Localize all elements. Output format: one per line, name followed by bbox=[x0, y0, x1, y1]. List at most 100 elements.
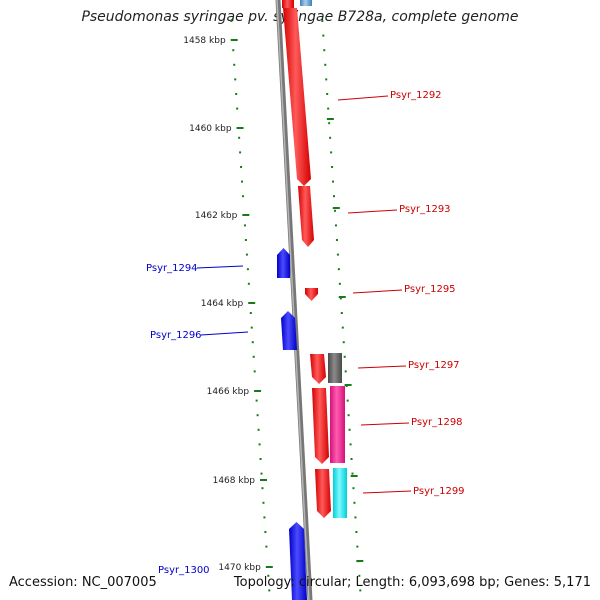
ruler-major-tick bbox=[254, 390, 262, 392]
guide-dot bbox=[327, 107, 330, 110]
gene-label-psyr-1295: Psyr_1295 bbox=[404, 284, 456, 295]
ruler-major-tick bbox=[260, 479, 267, 481]
guide-dot bbox=[354, 516, 357, 519]
gene-psyr1299-cyan bbox=[333, 468, 347, 518]
ruler-dot bbox=[257, 428, 260, 431]
ruler-dot bbox=[239, 151, 242, 154]
guide-dot bbox=[347, 414, 350, 417]
guide-dot bbox=[326, 93, 329, 95]
gene-label-psyr-1296: Psyr_1296 bbox=[150, 330, 202, 341]
backbone-highlight bbox=[276, 0, 310, 600]
gene-label-psyr-1297: Psyr_1297 bbox=[408, 360, 460, 371]
gene-leader-line bbox=[357, 365, 407, 369]
gene-leader-line bbox=[196, 265, 244, 269]
guide-dot bbox=[330, 151, 333, 154]
guide-dot bbox=[350, 458, 353, 460]
ruler-major-tick bbox=[265, 566, 273, 568]
ruler-dot bbox=[249, 312, 252, 314]
gene-leader-line bbox=[200, 331, 249, 336]
guide-dot bbox=[355, 531, 358, 533]
guide-dot bbox=[324, 63, 327, 66]
guide-dot bbox=[325, 78, 328, 81]
ruler-tick-label: 1468 kbp bbox=[213, 476, 256, 486]
guide-dot bbox=[359, 589, 362, 592]
gene-upstream-top bbox=[282, 0, 294, 8]
ruler-dot bbox=[234, 78, 237, 81]
ruler-dot bbox=[263, 516, 266, 519]
ruler-dot bbox=[241, 180, 244, 183]
ruler-tick-label: 1464 kbp bbox=[201, 299, 244, 309]
guide-dot bbox=[356, 545, 359, 548]
ruler-dot bbox=[238, 136, 241, 139]
guide-dot bbox=[346, 399, 349, 402]
ruler-tick-label: 1462 kbp bbox=[195, 211, 238, 221]
ruler-dot bbox=[253, 370, 256, 373]
ruler-dot bbox=[233, 63, 236, 66]
ruler-tick-label: 1458 kbp bbox=[183, 36, 226, 46]
ruler-major-tick bbox=[248, 302, 256, 304]
guide-dot bbox=[344, 370, 347, 373]
gene-psyr1295 bbox=[305, 288, 318, 301]
guide-dot bbox=[335, 239, 338, 241]
guide-dot bbox=[329, 136, 332, 139]
gene-leader-line bbox=[347, 209, 398, 214]
ruler-dot bbox=[232, 49, 235, 52]
gene-psyr1300 bbox=[289, 522, 307, 600]
guide-dot bbox=[336, 253, 339, 256]
gene-leader-line bbox=[352, 289, 403, 294]
guide-dot bbox=[323, 49, 326, 52]
guide-dot bbox=[339, 297, 342, 300]
gene-psyr1297 bbox=[310, 354, 326, 384]
guide-dot bbox=[341, 326, 344, 329]
guide-dot bbox=[353, 501, 356, 504]
gene-label-psyr-1294: Psyr_1294 bbox=[146, 263, 198, 274]
guide-major-tick bbox=[332, 207, 340, 209]
guide-major-tick bbox=[356, 560, 364, 562]
ruler-tick-label: 1460 kbp bbox=[189, 124, 232, 134]
guide-dot bbox=[337, 268, 340, 271]
ruler-dot bbox=[261, 487, 264, 490]
ruler-dot bbox=[256, 414, 259, 417]
ruler-dot bbox=[258, 443, 261, 446]
gene-psyr1294 bbox=[277, 248, 290, 278]
ruler-dot bbox=[240, 166, 243, 168]
ruler-major-tick bbox=[242, 214, 250, 216]
ruler-dot bbox=[236, 107, 239, 110]
guide-dot bbox=[338, 282, 341, 285]
guide-major-tick bbox=[338, 296, 346, 298]
guide-dot bbox=[352, 487, 355, 490]
gene-leader-line bbox=[360, 422, 410, 426]
gene-label-psyr-1300: Psyr_1300 bbox=[158, 565, 210, 576]
guide-dot bbox=[333, 195, 336, 198]
ruler-dot bbox=[260, 472, 263, 475]
gene-psyr1298-pink bbox=[330, 386, 345, 463]
ruler-major-tick bbox=[230, 39, 238, 41]
ruler-dot bbox=[265, 545, 268, 548]
ruler-dot bbox=[252, 355, 255, 358]
ruler-tick-label: 1466 kbp bbox=[207, 387, 250, 397]
gene-leader-line bbox=[337, 95, 389, 101]
guide-dot bbox=[334, 224, 337, 227]
ruler-major-tick bbox=[236, 127, 244, 129]
guide-dot bbox=[342, 341, 345, 344]
backbone-line bbox=[275, 0, 313, 600]
genome-summary: Topology: circular; Length: 6,093,698 bp… bbox=[233, 575, 591, 590]
gene-label-psyr-1299: Psyr_1299 bbox=[413, 486, 465, 497]
gene-psyr1296 bbox=[281, 311, 297, 350]
gene-leader-line bbox=[362, 490, 412, 494]
guide-major-tick bbox=[326, 118, 334, 120]
ruler-dot bbox=[267, 574, 270, 577]
ruler-dot bbox=[247, 282, 250, 285]
gene-label-psyr-1292: Psyr_1292 bbox=[390, 90, 442, 101]
guide-dot bbox=[333, 209, 336, 212]
ruler-dot bbox=[230, 20, 233, 22]
guide-dot bbox=[343, 355, 346, 358]
guide-dot bbox=[332, 180, 335, 183]
guide-major-tick bbox=[350, 475, 358, 477]
ruler-dot bbox=[244, 239, 247, 241]
gene-upstream-top-light bbox=[300, 0, 312, 6]
ruler-dot bbox=[246, 268, 249, 271]
ruler-dot bbox=[245, 253, 248, 256]
ruler-dot bbox=[264, 531, 267, 533]
